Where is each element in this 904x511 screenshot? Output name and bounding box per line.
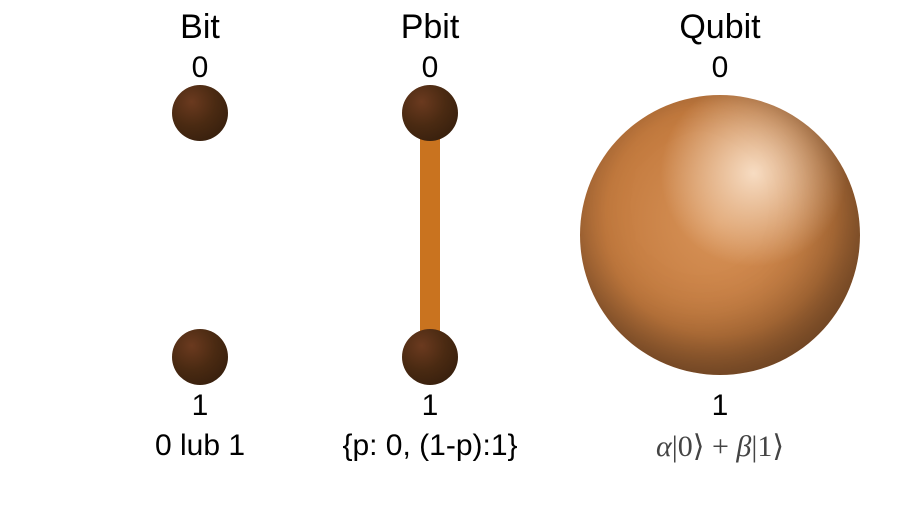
qubit-panel: Qubit 0 1 α|0⟩ + β|1⟩ [560,0,880,511]
pbit-bottom-dot [402,329,458,385]
qubit-viz [580,85,860,385]
pbit-bottom-label: 1 [422,389,439,423]
plus-sign: + [704,430,736,463]
pbit-viz [402,85,458,385]
bit-title: Bit [180,8,220,47]
pbit-panel: Pbit 0 1 {p: 0, (1-p):1} [310,0,550,511]
ket-1: |1⟩ [751,430,784,463]
qubit-formula: α|0⟩ + β|1⟩ [656,429,784,464]
bit-bottom-label: 1 [192,389,209,423]
pbit-top-dot [402,85,458,141]
bit-formula: 0 lub 1 [155,429,245,463]
ket-0: |0⟩ [672,430,705,463]
bit-top-label: 0 [192,51,209,85]
alpha-symbol: α [656,430,672,463]
beta-symbol: β [736,430,751,463]
bit-panel: Bit 0 1 0 lub 1 [60,0,340,511]
pbit-title: Pbit [401,8,460,47]
bit-bottom-dot [172,329,228,385]
bit-top-dot [172,85,228,141]
bit-viz [172,85,228,385]
pbit-formula: {p: 0, (1-p):1} [342,429,517,463]
pbit-bar [420,113,440,357]
qubit-bloch-sphere [580,95,860,375]
qubit-title: Qubit [679,8,760,47]
pbit-top-label: 0 [422,51,439,85]
qubit-top-label: 0 [712,51,729,85]
qubit-bottom-label: 1 [712,389,729,423]
